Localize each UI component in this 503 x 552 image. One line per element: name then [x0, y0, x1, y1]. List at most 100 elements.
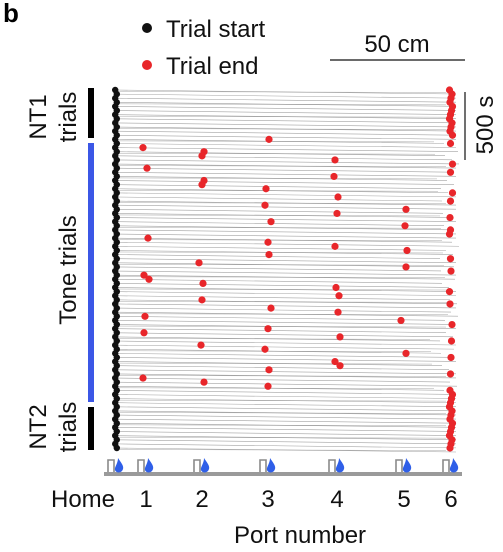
trial-lines: [115, 89, 460, 453]
trial-trajectory-line: [115, 159, 460, 165]
trial-end-point: [264, 325, 272, 333]
nt2-label-line1: NT2: [25, 404, 52, 449]
trial-trajectory-line: [115, 184, 442, 189]
x-tick-label: 3: [261, 486, 274, 513]
trial-trajectory-line: [115, 118, 457, 124]
trial-trajectory-line: [115, 122, 457, 128]
trial-trajectory-line: [115, 147, 459, 152]
trial-trajectory-line: [115, 369, 457, 375]
trial-end-point: [448, 320, 456, 329]
trial-end-point: [336, 333, 344, 341]
trial-trajectory-line: [115, 406, 457, 412]
group-bars: [88, 88, 94, 450]
water-drop-icon: [200, 458, 210, 473]
trial-trajectory-line: [115, 301, 448, 303]
trial-trajectory-line: [115, 91, 447, 93]
distance-scale-label: 50 cm: [364, 31, 429, 58]
trial-trajectory-line: [115, 338, 431, 340]
port-4-icon: [328, 458, 345, 473]
water-drop-icon: [335, 458, 345, 473]
trial-end-point: [397, 316, 405, 325]
water-drop-icon: [144, 458, 154, 473]
trial-trajectory-line: [115, 192, 457, 198]
trial-trajectory-line: [115, 427, 457, 432]
trial-end-point: [331, 242, 339, 250]
trial-trajectory-line: [115, 436, 447, 439]
trial-end-point: [198, 152, 206, 160]
time-scale-label: 500 s: [472, 96, 499, 155]
trial-trajectory-line: [115, 328, 447, 333]
trial-trajectory-line: [115, 365, 450, 371]
x-tick-label: 2: [195, 486, 208, 513]
trial-end-point: [445, 288, 454, 296]
port-track: [104, 472, 462, 476]
trial-end-point: [267, 304, 275, 312]
trial-end-points: [139, 86, 457, 452]
nt2-group-bar: [88, 407, 94, 450]
trial-trajectory-line: [115, 390, 457, 395]
trial-trajectory-line: [115, 254, 441, 259]
trial-trajectory-line: [115, 217, 457, 222]
trial-end-point: [448, 131, 457, 139]
port-post-icon: [193, 459, 201, 472]
trial-trajectory-line: [115, 283, 450, 288]
trial-trajectory-line: [115, 344, 455, 350]
port-post-icon: [259, 459, 267, 472]
trial-trajectory-line: [115, 424, 447, 427]
nt1-label-line2: trials: [55, 92, 82, 143]
trial-trajectory-line: [115, 177, 438, 180]
trial-trajectory-line: [115, 431, 457, 436]
trial-trajectory-line: [115, 387, 435, 390]
trial-end-point: [139, 144, 147, 152]
trial-trajectory-line: [115, 97, 457, 103]
legend: Trial start Trial end: [142, 16, 265, 80]
trial-trajectory-line: [115, 241, 460, 247]
port-1-icon: [137, 458, 154, 473]
trial-end-point: [448, 189, 457, 197]
trial-trajectory-line: [115, 340, 457, 346]
trial-end-point: [262, 185, 270, 193]
trial-end-point: [331, 357, 339, 366]
trial-trajectory-line: [115, 288, 447, 291]
water-drop-icon: [449, 458, 459, 473]
trial-trajectory-line: [115, 439, 457, 445]
trial-end-point: [140, 329, 148, 337]
trial-trajectory-line: [115, 362, 433, 365]
trial-trajectory-line: [115, 377, 451, 383]
trial-end-point: [446, 168, 455, 176]
trial-trajectory-line: [115, 394, 457, 399]
trial-end-point: [198, 296, 206, 304]
trial-end-point: [265, 366, 273, 374]
trial-end-point: [402, 349, 410, 357]
x-tick-label: Home: [51, 486, 115, 513]
trial-trajectory-line: [115, 115, 447, 118]
trial-start-point: [113, 444, 121, 452]
trial-trajectory-line: [115, 167, 454, 173]
trial-trajectory-line: [115, 266, 442, 272]
trial-trajectory-line: [115, 209, 444, 214]
nt2-label-line2: trials: [55, 402, 82, 453]
trial-trajectory-line: [115, 221, 445, 226]
trial-trajectory-line: [115, 229, 457, 235]
trial-trajectory-line: [115, 140, 435, 143]
trial-trajectory-line: [115, 103, 447, 106]
trial-trajectory-line: [115, 264, 445, 266]
trial-end-point: [145, 275, 153, 283]
track-rail: [104, 472, 462, 476]
trial-trajectory-line: [115, 320, 453, 325]
trial-trajectory-line: [115, 165, 447, 167]
trial-trajectory-line: [115, 291, 457, 296]
port-2-icon: [193, 458, 210, 473]
x-tick-label: 1: [139, 486, 152, 513]
legend-start-label: Trial start: [166, 16, 265, 43]
trial-trajectory-line: [115, 278, 443, 284]
tone-group-bar: [88, 143, 94, 402]
nt1-label-line1: NT1: [25, 94, 52, 139]
trial-trajectory-line: [115, 381, 458, 387]
tone-label: Tone trials: [55, 215, 82, 324]
trial-trajectory-line: [115, 128, 447, 130]
trial-trajectory-line: [115, 155, 453, 161]
trial-trajectory-line: [115, 134, 457, 140]
trial-end-point: [446, 444, 454, 452]
x-tick-label: 6: [444, 486, 457, 513]
